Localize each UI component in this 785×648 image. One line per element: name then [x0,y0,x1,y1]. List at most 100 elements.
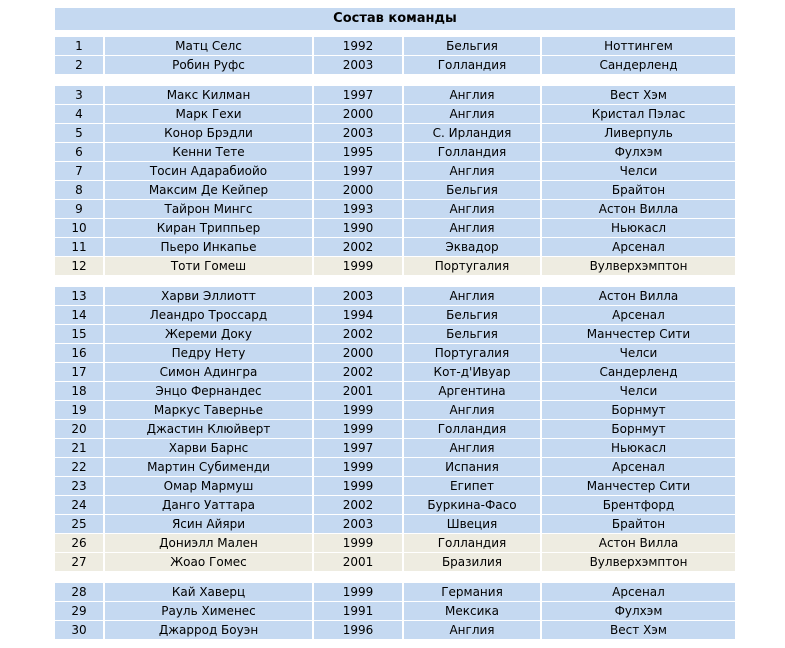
cell-country: Бельгия [404,306,540,324]
cell-number: 28 [55,583,103,601]
row-group-2: 3 Макс Килман 1997 Англия Вест Хэм 4 Марк Гехи… [55,86,735,275]
cell-number: 17 [55,363,103,381]
table-row: 4 Марк Гехи 2000 Англия Кристал Пэлас [55,105,735,123]
cell-name: Конор Брэдли [105,124,312,142]
cell-name: Тоти Гомеш [105,257,312,275]
cell-name: Матц Селс [105,37,312,55]
cell-country: Голландия [404,420,540,438]
cell-name: Джаррод Боуэн [105,621,312,639]
cell-number: 20 [55,420,103,438]
cell-year: 1994 [314,306,402,324]
cell-club: Ливерпуль [542,124,735,142]
cell-number: 22 [55,458,103,476]
table-row: 7 Тосин Адарабиойо 1997 Англия Челси [55,162,735,180]
cell-number: 18 [55,382,103,400]
cell-name: Тосин Адарабиойо [105,162,312,180]
table-row: 3 Макс Килман 1997 Англия Вест Хэм [55,86,735,104]
table-row: 20 Джастин Клюйверт 1999 Голландия Борнмут [55,420,735,438]
cell-year: 2000 [314,181,402,199]
cell-country: Буркина-Фасо [404,496,540,514]
cell-country: Англия [404,287,540,305]
table-row: 27 Жоао Гомес 2001 Бразилия Вулверхэмптон [55,553,735,571]
cell-number: 25 [55,515,103,533]
cell-club: Челси [542,382,735,400]
cell-country: Швеция [404,515,540,533]
cell-country: Испания [404,458,540,476]
table-title: Состав команды [55,8,735,30]
table-row: 24 Данго Уаттара 2002 Буркина-Фасо Брентфорд [55,496,735,514]
cell-country: Бельгия [404,325,540,343]
cell-club: Брайтон [542,181,735,199]
cell-number: 6 [55,143,103,161]
cell-number: 4 [55,105,103,123]
cell-name: Харви Эллиотт [105,287,312,305]
cell-country: Голландия [404,534,540,552]
cell-country: Германия [404,583,540,601]
cell-club: Фулхэм [542,602,735,620]
cell-year: 1999 [314,257,402,275]
cell-year: 1991 [314,602,402,620]
cell-name: Макс Килман [105,86,312,104]
cell-country: Англия [404,86,540,104]
cell-number: 19 [55,401,103,419]
cell-country: Мексика [404,602,540,620]
cell-year: 1993 [314,200,402,218]
cell-number: 27 [55,553,103,571]
cell-year: 1999 [314,401,402,419]
cell-name: Жоао Гомес [105,553,312,571]
cell-number: 21 [55,439,103,457]
cell-number: 2 [55,56,103,74]
cell-year: 1997 [314,162,402,180]
table-row: 22 Мартин Субименди 1999 Испания Арсенал [55,458,735,476]
cell-country: Эквадор [404,238,540,256]
cell-name: Маркус Тавернье [105,401,312,419]
table-row: 21 Харви Барнс 1997 Англия Ньюкасл [55,439,735,457]
cell-name: Рауль Хименес [105,602,312,620]
cell-year: 1997 [314,439,402,457]
cell-country: Англия [404,439,540,457]
cell-number: 26 [55,534,103,552]
team-roster-table: Состав команды 1 Матц Селс 1992 Бельгия Нотт… [55,8,735,640]
table-row: 26 Дониэлл Мален 1999 Голландия Астон Вилла [55,534,735,552]
cell-year: 2002 [314,238,402,256]
cell-number: 3 [55,86,103,104]
cell-club: Брайтон [542,515,735,533]
cell-number: 8 [55,181,103,199]
cell-country: Голландия [404,56,540,74]
cell-club: Арсенал [542,458,735,476]
cell-country: Бразилия [404,553,540,571]
cell-year: 2002 [314,496,402,514]
cell-club: Челси [542,162,735,180]
cell-name: Тайрон Мингс [105,200,312,218]
cell-year: 2001 [314,553,402,571]
cell-country: Египет [404,477,540,495]
table-row: 19 Маркус Тавернье 1999 Англия Борнмут [55,401,735,419]
table-row: 12 Тоти Гомеш 1999 Португалия Вулверхэмптон [55,257,735,275]
cell-name: Ясин Айяри [105,515,312,533]
cell-year: 2003 [314,124,402,142]
table-row: 17 Симон Адингра 2002 Кот-д'Ивуар Сандерленд [55,363,735,381]
table-row: 2 Робин Руфс 2003 Голландия Сандерленд [55,56,735,74]
cell-name: Кенни Тете [105,143,312,161]
cell-club: Астон Вилла [542,287,735,305]
cell-number: 5 [55,124,103,142]
cell-club: Ньюкасл [542,219,735,237]
cell-year: 2000 [314,105,402,123]
cell-year: 2002 [314,363,402,381]
cell-club: Астон Вилла [542,200,735,218]
table-row: 30 Джаррод Боуэн 1996 Англия Вест Хэм [55,621,735,639]
cell-club: Фулхэм [542,143,735,161]
table-row: 8 Максим Де Кейпер 2000 Бельгия Брайтон [55,181,735,199]
table-row: 25 Ясин Айяри 2003 Швеция Брайтон [55,515,735,533]
cell-club: Вулверхэмптон [542,257,735,275]
cell-year: 1990 [314,219,402,237]
roster-groups: 1 Матц Селс 1992 Бельгия Ноттингем 2 Робин Руф… [55,37,735,639]
cell-name: Пьеро Инкапье [105,238,312,256]
cell-year: 2003 [314,287,402,305]
cell-club: Вест Хэм [542,621,735,639]
cell-year: 1996 [314,621,402,639]
cell-year: 1999 [314,477,402,495]
cell-country: Англия [404,105,540,123]
cell-year: 1999 [314,583,402,601]
